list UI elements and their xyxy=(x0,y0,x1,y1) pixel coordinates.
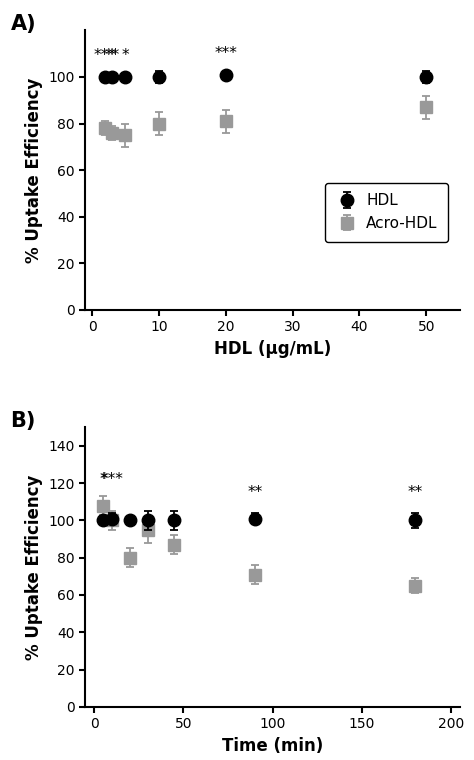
Text: B): B) xyxy=(10,410,36,430)
Text: **: ** xyxy=(247,485,262,500)
Y-axis label: % Uptake Efficiency: % Uptake Efficiency xyxy=(25,474,43,660)
X-axis label: Time (min): Time (min) xyxy=(222,736,323,755)
Text: *: * xyxy=(100,472,107,487)
Legend: HDL, Acro-HDL: HDL, Acro-HDL xyxy=(325,182,448,242)
Text: ***: *** xyxy=(94,48,117,63)
Text: *: * xyxy=(122,48,129,63)
X-axis label: HDL (μg/mL): HDL (μg/mL) xyxy=(214,340,331,358)
Text: ***: *** xyxy=(214,46,237,61)
Text: ***: *** xyxy=(100,472,124,487)
Text: **: ** xyxy=(104,48,120,63)
Text: **: ** xyxy=(408,485,423,500)
Y-axis label: % Uptake Efficiency: % Uptake Efficiency xyxy=(25,78,43,263)
Text: A): A) xyxy=(10,14,36,33)
